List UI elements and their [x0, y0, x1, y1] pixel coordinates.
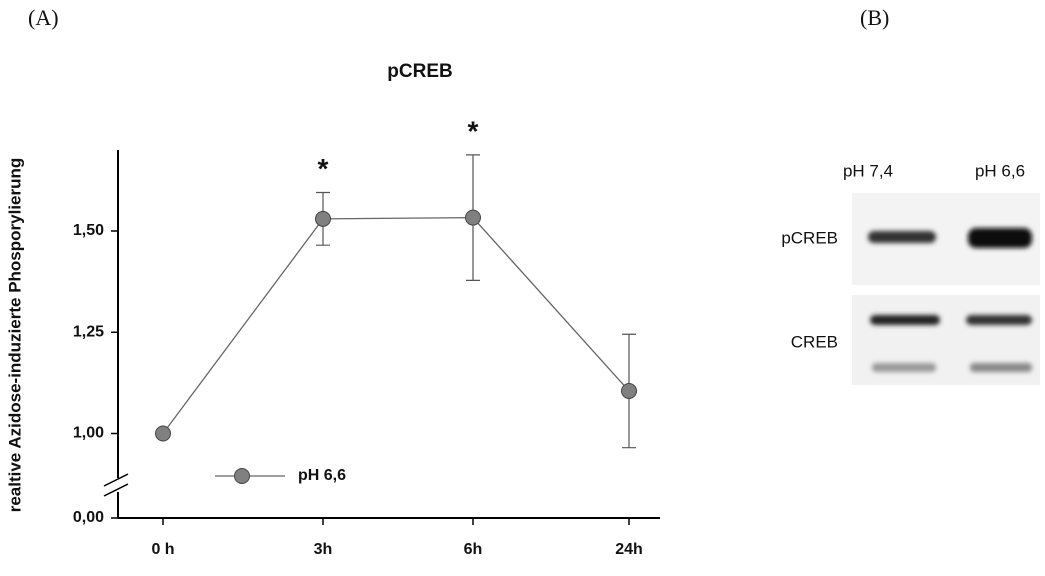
- x-tick-label: 6h: [464, 541, 483, 558]
- chart-title: pCREB: [387, 61, 452, 82]
- significance-mark: *: [468, 115, 479, 146]
- row-label: CREB: [791, 332, 838, 351]
- y-tick-label: 0,00: [73, 509, 104, 526]
- lane-label: pH 6,6: [975, 161, 1025, 180]
- legend-label: pH 6,6: [298, 467, 346, 484]
- y-axis-label: realtive Azidose-induzierte Phosporylier…: [5, 158, 24, 513]
- data-point: [156, 426, 171, 441]
- y-tick-label: 1,00: [73, 425, 104, 442]
- data-point: [622, 383, 637, 398]
- x-tick-label: 24h: [615, 541, 643, 558]
- blot: [852, 193, 1040, 385]
- row-label: pCREB: [781, 228, 838, 247]
- y-tick-label: 1,50: [73, 222, 104, 239]
- panel-label: (A): [28, 5, 59, 30]
- data-point: [466, 210, 481, 225]
- lane-label: pH 7,4: [843, 161, 893, 180]
- legend-marker: [235, 469, 250, 484]
- x-tick-label: 3h: [314, 541, 333, 558]
- data-line: [163, 218, 629, 434]
- data-point: [316, 211, 331, 226]
- figure: (A) pCREB realtive Azidose-induzierte Ph…: [0, 0, 1045, 576]
- x-tick-label: 0 h: [151, 541, 174, 558]
- y-tick-label: 1,25: [73, 323, 104, 340]
- panel-label: (B): [860, 5, 889, 30]
- significance-mark: *: [318, 153, 329, 184]
